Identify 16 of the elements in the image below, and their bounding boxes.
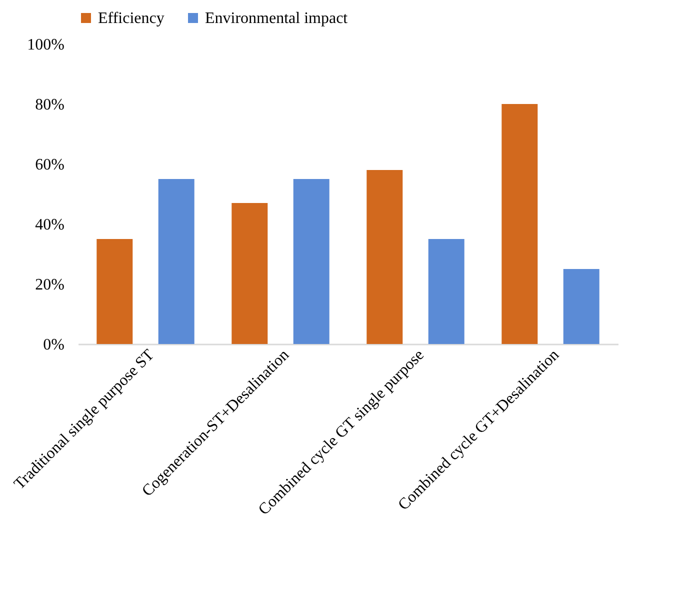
y-tick-label: 20% — [35, 276, 64, 294]
y-tick-label: 80% — [35, 96, 64, 114]
bar — [158, 179, 194, 344]
y-tick-label: 60% — [35, 156, 64, 174]
bar — [96, 239, 133, 344]
legend-label: Efficiency — [98, 10, 164, 27]
bar — [366, 170, 403, 344]
y-tick-label: 100% — [27, 36, 64, 54]
y-tick-label: 40% — [35, 216, 64, 234]
bar — [502, 104, 538, 344]
bar — [232, 203, 268, 344]
legend-label: Environmental impact — [205, 10, 348, 27]
bar — [428, 239, 464, 344]
bar — [293, 179, 330, 344]
bar — [563, 269, 600, 344]
y-tick-label: 0% — [43, 336, 64, 354]
